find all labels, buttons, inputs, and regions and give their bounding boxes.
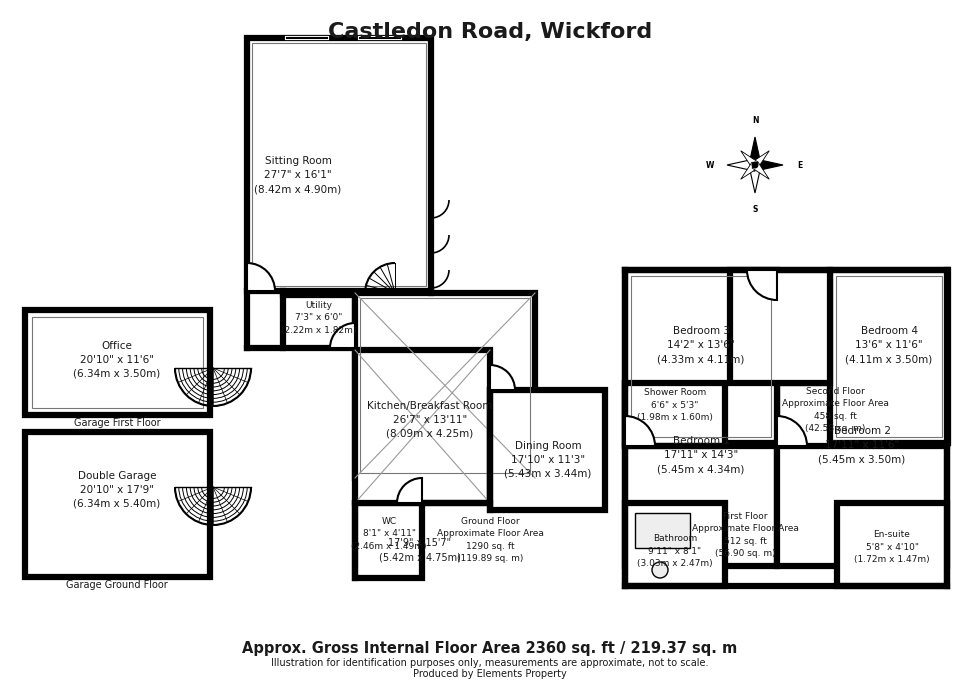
Bar <box>730 270 830 383</box>
Polygon shape <box>741 151 758 168</box>
Polygon shape <box>749 165 761 193</box>
Bar <box>25 432 210 577</box>
Circle shape <box>753 162 758 167</box>
Text: Castledon Road, Wickford: Castledon Road, Wickford <box>328 22 652 42</box>
Text: Ground Floor
Approximate Floor Area
1290 sq. ft
(119.89 sq. m): Ground Floor Approximate Floor Area 1290… <box>436 517 544 563</box>
Bar <box>625 270 777 443</box>
Bar <box>252 43 426 286</box>
Polygon shape <box>727 159 755 171</box>
Text: First Floor
Approximate Floor Area
512 sq. ft
(56.90 sq. m): First Floor Approximate Floor Area 512 s… <box>692 512 799 558</box>
Text: En-suite
5'8" x 4'10"
(1.72m x 1.47m): En-suite 5'8" x 4'10" (1.72m x 1.47m) <box>855 530 930 564</box>
Text: S: S <box>753 206 758 215</box>
Bar <box>635 513 690 548</box>
Bar <box>836 276 942 437</box>
Circle shape <box>652 562 668 578</box>
Bar <box>625 503 725 586</box>
Text: Garage First Floor: Garage First Floor <box>74 418 161 428</box>
Wedge shape <box>777 416 807 446</box>
Bar <box>32 317 203 408</box>
Bar <box>631 276 771 437</box>
Text: E: E <box>797 161 803 170</box>
Bar <box>830 270 948 443</box>
Text: Office
20'10" x 11'6"
(6.34m x 3.50m): Office 20'10" x 11'6" (6.34m x 3.50m) <box>74 341 161 379</box>
Text: Double Garage
20'10" x 17'9"
(6.34m x 5.40m): Double Garage 20'10" x 17'9" (6.34m x 5.… <box>74 471 161 509</box>
Wedge shape <box>747 270 777 300</box>
Wedge shape <box>625 416 655 446</box>
Wedge shape <box>330 323 355 348</box>
Wedge shape <box>490 365 515 390</box>
Text: Bedroom 3
14'2" x 13'6"
(4.33m x 4.11m): Bedroom 3 14'2" x 13'6" (4.33m x 4.11m) <box>658 326 745 364</box>
Bar <box>490 390 605 510</box>
Bar <box>777 383 947 566</box>
Bar <box>360 298 530 473</box>
Wedge shape <box>247 263 275 291</box>
Bar <box>25 310 210 415</box>
Polygon shape <box>752 151 769 168</box>
Text: Bedroom 1
17'11" x 14'3"
(5.45m x 4.34m): Bedroom 1 17'11" x 14'3" (5.45m x 4.34m) <box>658 436 745 474</box>
Text: WC
8'1" x 4'11"
(2.46m x 1.49m): WC 8'1" x 4'11" (2.46m x 1.49m) <box>351 517 426 551</box>
Text: Sitting Room
27'7" x 16'1"
(8.42m x 4.90m): Sitting Room 27'7" x 16'1" (8.42m x 4.90… <box>255 156 342 194</box>
Text: 17'9" x 15'7"
(5.42m x 4.75m): 17'9" x 15'7" (5.42m x 4.75m) <box>379 538 461 562</box>
Text: Bathroom
9'11" x 8'1"
(3.03m x 2.47m): Bathroom 9'11" x 8'1" (3.03m x 2.47m) <box>637 534 712 568</box>
Bar <box>355 293 535 478</box>
Polygon shape <box>752 162 769 179</box>
Text: N: N <box>752 116 759 125</box>
Bar <box>355 503 422 578</box>
Text: Kitchen/Breakfast Room
26'7" x 13'11"
(8.09m x 4.25m): Kitchen/Breakfast Room 26'7" x 13'11" (8… <box>368 401 493 439</box>
Polygon shape <box>749 137 761 165</box>
Text: Bedroom 4
13'6" x 11'6"
(4.11m x 3.50m): Bedroom 4 13'6" x 11'6" (4.11m x 3.50m) <box>846 326 933 364</box>
Text: Utility
7'3" x 6'0"
(2.22m x 1.82m): Utility 7'3" x 6'0" (2.22m x 1.82m) <box>281 301 357 335</box>
Text: Garage Ground Floor: Garage Ground Floor <box>66 580 168 590</box>
Bar <box>247 38 431 291</box>
Bar <box>837 503 947 586</box>
Bar <box>625 383 725 446</box>
Text: W: W <box>706 161 714 170</box>
Bar <box>625 383 777 566</box>
Text: Produced by Elements Property: Produced by Elements Property <box>414 669 566 679</box>
Text: Shower Room
6'6" x 5'3"
(1.98m x 1.60m): Shower Room 6'6" x 5'3" (1.98m x 1.60m) <box>637 388 712 422</box>
Bar <box>283 295 355 348</box>
Text: Second Floor
Approximate Floor Area
458 sq. ft
(42.58 sq. m): Second Floor Approximate Floor Area 458 … <box>782 387 889 433</box>
Text: Approx. Gross Internal Floor Area 2360 sq. ft / 219.37 sq. m: Approx. Gross Internal Floor Area 2360 s… <box>242 641 738 655</box>
Text: Bedroom 2
17'11" x 11'6"
(5.45m x 3.50m): Bedroom 2 17'11" x 11'6" (5.45m x 3.50m) <box>818 426 906 464</box>
Polygon shape <box>741 162 758 179</box>
Wedge shape <box>397 478 422 503</box>
Polygon shape <box>755 159 783 171</box>
Text: Dining Room
17'10" x 11'3"
(5.43m x 3.44m): Dining Room 17'10" x 11'3" (5.43m x 3.44… <box>505 441 592 479</box>
Text: Illustration for identification purposes only, measurements are approximate, not: Illustration for identification purposes… <box>271 658 709 668</box>
Bar <box>355 350 490 503</box>
